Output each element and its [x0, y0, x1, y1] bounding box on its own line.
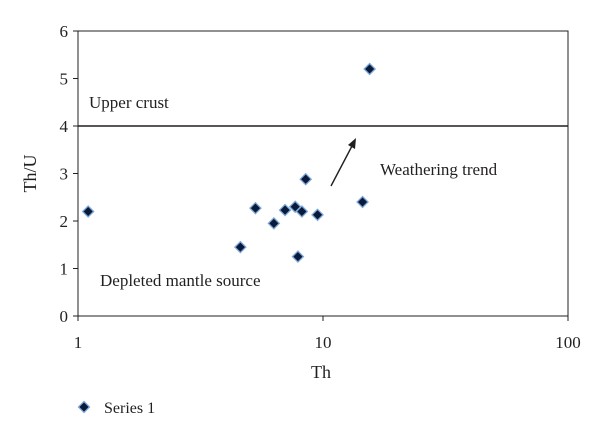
legend-marker — [77, 400, 91, 414]
data-point-1 — [81, 205, 95, 218]
y-tick-label-0: 0 — [60, 307, 69, 326]
y-axis-title: Th/U — [20, 155, 40, 193]
data-point-3 — [249, 201, 262, 215]
annotations: Upper crust Weathering trend Depleted mant… — [89, 93, 498, 290]
y-tick-label-6: 6 — [60, 22, 69, 41]
y-tick-label-4: 4 — [60, 117, 69, 136]
data-point-5 — [278, 203, 292, 217]
depleted-mantle-label: Depleted mantle source — [100, 271, 261, 290]
data-point-12 — [363, 62, 377, 76]
y-tick-label-3: 3 — [60, 165, 69, 184]
data-point-4 — [267, 216, 281, 230]
legend-label: Series 1 — [104, 400, 155, 417]
data-point-9 — [299, 172, 313, 186]
x-tick-label-1: 1 — [74, 333, 83, 352]
data-point-2 — [233, 240, 247, 254]
x-tick-label-100: 100 — [555, 333, 581, 352]
y-tick-label-2: 2 — [60, 212, 69, 231]
x-axis-title: Th — [311, 362, 331, 382]
data-point-8 — [295, 205, 309, 218]
data-points — [81, 62, 377, 264]
weathering-arrow-shaft — [330, 145, 353, 187]
data-point-10 — [311, 208, 324, 222]
data-point-11 — [356, 195, 369, 209]
upper-crust-label: Upper crust — [89, 93, 169, 112]
weathering-arrow-head — [348, 138, 356, 149]
data-point-7 — [291, 250, 305, 264]
weathering-trend-label: Weathering trend — [380, 160, 498, 179]
axes — [73, 30, 569, 321]
legend: Series 1 — [77, 400, 155, 417]
y-tick-label-5: 5 — [60, 70, 69, 89]
x-tick-label-10: 10 — [315, 333, 332, 352]
y-tick-label-1: 1 — [60, 260, 69, 279]
